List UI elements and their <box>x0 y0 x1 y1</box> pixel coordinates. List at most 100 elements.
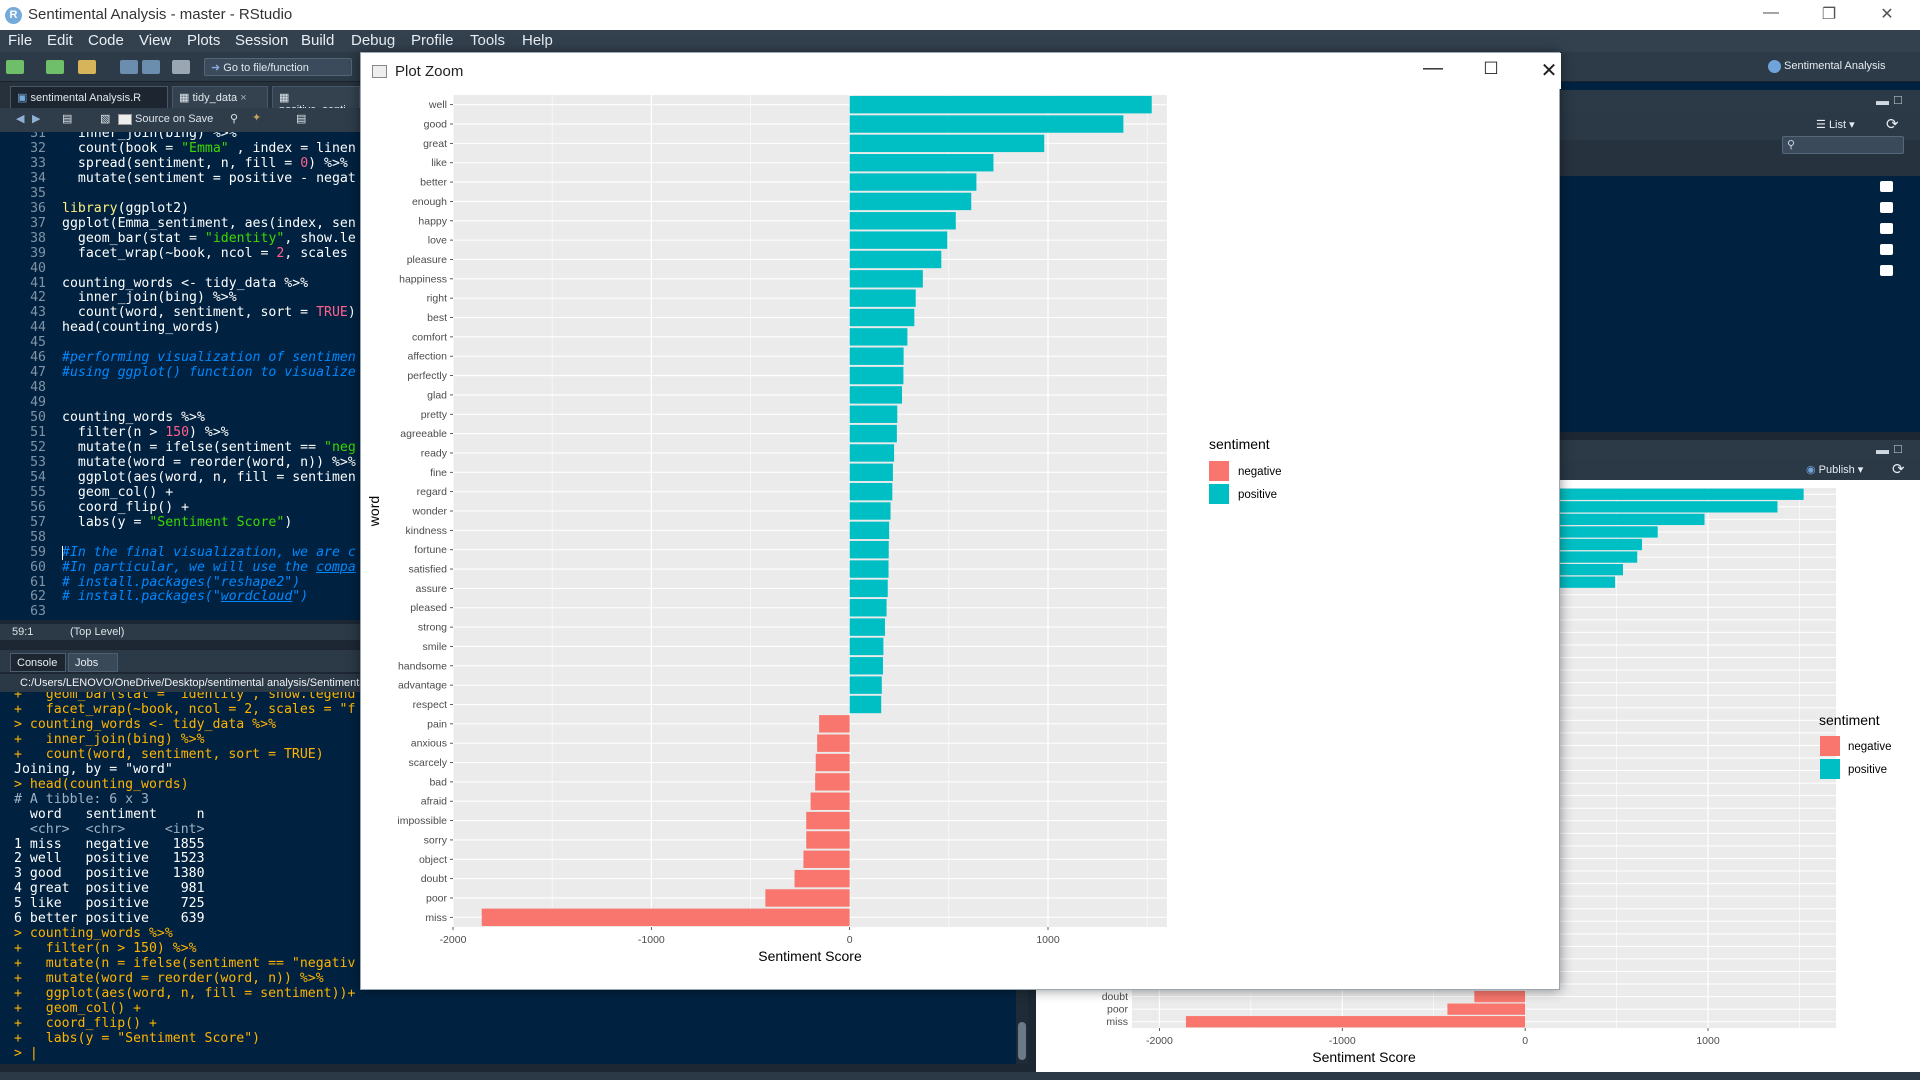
bar-top <box>1525 538 1642 551</box>
line-number: 39 <box>30 245 46 261</box>
restore-window-button[interactable]: ❐ <box>1821 6 1837 23</box>
console-line: 3 good positive 1380 <box>14 866 205 882</box>
tab-positive-senti[interactable]: ▦ positive_senti <box>272 86 360 116</box>
forward-arrow-icon[interactable]: ▶ <box>32 113 41 125</box>
tab-jobs[interactable]: Jobs <box>68 653 118 672</box>
menu-code[interactable]: Code <box>88 32 124 49</box>
console-working-directory: C:/Users/LENOVO/OneDrive/Desktop/sentime… <box>0 674 360 692</box>
menu-view[interactable]: View <box>139 32 172 49</box>
menu-session[interactable]: Session <box>235 32 289 49</box>
scope-indicator[interactable]: (Top Level) <box>70 626 125 638</box>
line-number: 31 <box>30 132 46 141</box>
new-project-icon[interactable] <box>46 60 64 74</box>
bar-bottom <box>1185 1016 1526 1028</box>
code-tools-wand-icon[interactable]: ✦ <box>252 112 262 124</box>
close-icon[interactable]: × <box>240 92 247 104</box>
close-icon[interactable]: ✕ <box>1540 60 1558 82</box>
back-arrow-icon[interactable]: ◀ <box>16 113 25 125</box>
new-file-icon[interactable] <box>6 60 24 74</box>
line-number: 42 <box>30 290 46 306</box>
bar-affection <box>849 347 904 365</box>
list-view-menu[interactable]: ☰ List ▾ <box>1816 119 1855 131</box>
line-number: 53 <box>30 454 46 470</box>
minimize-icon[interactable]: — <box>1423 57 1443 79</box>
bar-fine <box>849 463 893 482</box>
minimize-pane-icon[interactable]: ▬ <box>1876 93 1889 108</box>
print-icon[interactable] <box>172 60 190 74</box>
save-icon[interactable]: ▧ <box>100 113 111 125</box>
menu-help[interactable]: Help <box>522 32 553 49</box>
search-icon[interactable]: ⚲ <box>230 113 239 125</box>
save-all-icon[interactable] <box>142 60 160 74</box>
menu-build[interactable]: Build <box>301 32 335 49</box>
console-line: + coord_flip() + <box>14 1015 157 1031</box>
plots-pane-header: ▬ □ <box>1560 440 1920 460</box>
bar-right <box>849 289 916 307</box>
line-number: 52 <box>30 439 46 455</box>
line-number: 49 <box>30 395 46 411</box>
code-line: geom_col() + <box>62 484 174 500</box>
bar-agreeable <box>849 424 897 443</box>
maximize-icon[interactable]: ☐ <box>1483 59 1499 78</box>
r-file-icon: ▣ <box>17 92 28 104</box>
bar-top <box>1525 551 1638 563</box>
plot-zoom-titlebar: Plot Zoom — ☐ ✕ <box>361 53 1561 89</box>
maximize-pane-icon[interactable]: □ <box>1894 441 1902 456</box>
menu-tools[interactable]: Tools <box>470 32 506 49</box>
refresh-icon[interactable]: ⟳ <box>1892 461 1905 478</box>
menu-debug[interactable]: Debug <box>351 32 396 49</box>
show-in-window-icon[interactable]: ▤ <box>62 113 73 125</box>
console-line: Joining, by = "word" <box>14 761 173 777</box>
close-window-button[interactable]: ✕ <box>1880 6 1894 23</box>
environment-checkbox[interactable] <box>1880 265 1893 276</box>
environment-checkbox[interactable] <box>1880 181 1893 192</box>
menu-plots[interactable]: Plots <box>187 32 221 49</box>
refresh-icon[interactable]: ⟳ <box>1886 116 1899 133</box>
plot-zoom-window: Plot Zoom — ☐ ✕ well good great like better e… <box>360 52 1561 990</box>
bar-pain <box>819 715 850 733</box>
minimize-window-button[interactable]: — <box>1763 4 1779 21</box>
bar-bottom <box>1474 990 1526 1003</box>
tab-console[interactable]: Console <box>10 653 66 672</box>
console-line: 1 miss negative 1855 <box>14 836 205 852</box>
bar-like <box>849 154 994 172</box>
environment-checkbox[interactable] <box>1880 223 1893 234</box>
maximize-pane-icon[interactable]: □ <box>1894 92 1902 107</box>
bar-respect <box>849 695 882 714</box>
y-tick-label: anxious <box>411 738 447 750</box>
project-menu[interactable]: Sentimental Analysis <box>1784 60 1886 72</box>
code-line: count(book = "Emma" , index = linen <box>62 140 356 156</box>
environment-search-input[interactable]: ⚲ <box>1782 136 1904 154</box>
y-tick-label: impossible <box>397 815 447 827</box>
environment-checkbox[interactable] <box>1880 202 1893 213</box>
tab-sentimental-analysis[interactable]: ▣ sentimental Analysis.R <box>10 86 168 108</box>
compile-report-icon[interactable]: ▤ <box>296 113 307 125</box>
minimize-pane-icon[interactable]: ▬ <box>1876 442 1889 457</box>
legend-title: sentiment <box>1209 436 1270 452</box>
line-number: 60 <box>30 559 46 575</box>
save-icon[interactable] <box>120 60 138 74</box>
code-editor[interactable]: 31 inner_join(bing) %>% 32 count(book = "… <box>0 132 360 620</box>
menu-profile[interactable]: Profile <box>411 32 454 49</box>
menu-edit[interactable]: Edit <box>47 32 73 49</box>
line-number: 33 <box>30 155 46 171</box>
y-tick-label: pretty <box>421 409 448 421</box>
y-tick-label: miss <box>1106 1016 1128 1028</box>
source-on-save-checkbox[interactable] <box>118 114 132 125</box>
open-file-icon[interactable] <box>78 60 96 74</box>
code-line: #performing visualization of sentimen <box>62 350 356 366</box>
line-number: 40 <box>30 260 46 276</box>
line-number: 36 <box>30 200 46 216</box>
publish-button[interactable]: ◉ Publish ▾ <box>1806 464 1864 476</box>
go-to-file-input[interactable]: ➜ Go to file/function <box>204 58 352 76</box>
tab-tidy-data[interactable]: ▦ tidy_data × <box>172 86 268 108</box>
environment-checkbox[interactable] <box>1880 244 1893 255</box>
y-tick-label: pleased <box>410 602 447 614</box>
code-line: library(ggplot2) <box>62 200 190 216</box>
y-tick-label: regard <box>417 486 448 498</box>
menu-file[interactable]: File <box>8 32 33 49</box>
code-line: ggplot(aes(word, n, fill = sentimen <box>62 469 356 485</box>
scrollbar-thumb[interactable] <box>1018 1022 1026 1060</box>
go-to-file-label: Go to file/function <box>223 62 309 74</box>
console-line: + mutate(word = reorder(word, n)) %>% <box>14 971 324 987</box>
